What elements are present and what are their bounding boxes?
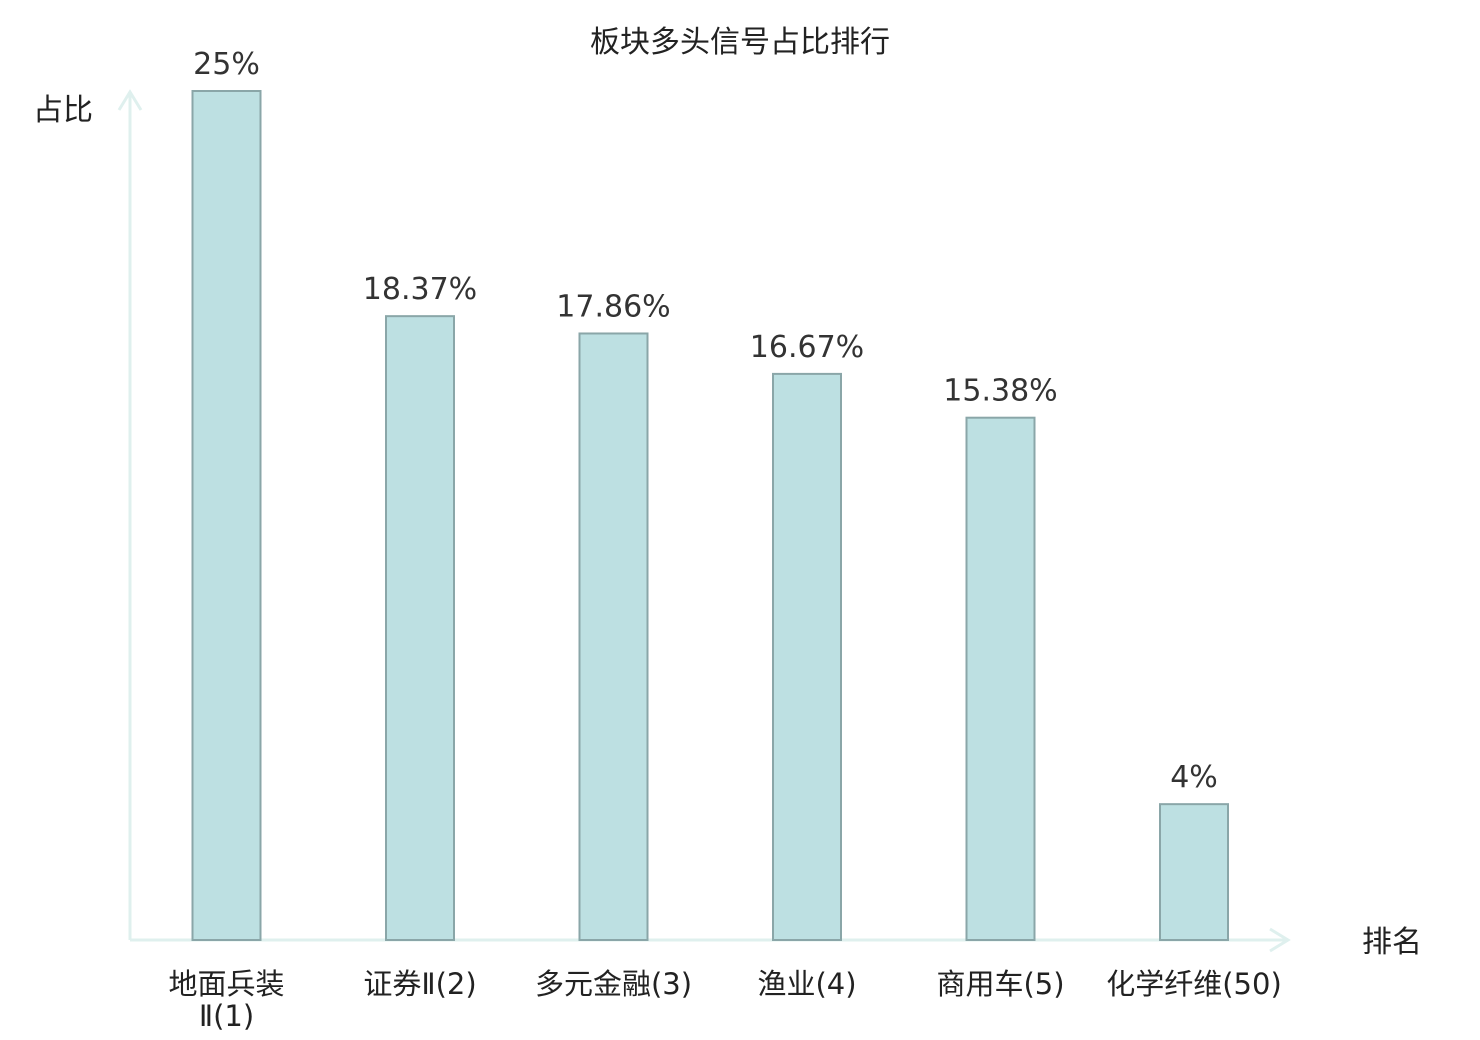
x-axis bbox=[130, 927, 1291, 953]
category-label-3: 多元金融(3) bbox=[535, 967, 692, 1001]
category-labels: 地面兵装 Ⅱ(1) 证券Ⅱ(2) 多元金融(3) 渔业(4) 商用车(5) 化学纤维(50) bbox=[168, 967, 1281, 1033]
category-label-5: 商用车(5) bbox=[936, 967, 1064, 1001]
value-labels: 25% 18.37% 17.86% 16.67% 15.38% 4% bbox=[193, 47, 1218, 795]
y-axis-label: 占比 bbox=[33, 93, 93, 128]
bar-series bbox=[191, 90, 1229, 942]
bar-3 bbox=[578, 332, 649, 941]
x-axis-label: 排名 bbox=[1362, 925, 1422, 960]
value-label-5: 15.38% bbox=[943, 374, 1057, 409]
y-axis bbox=[117, 89, 143, 940]
value-label-4: 16.67% bbox=[750, 330, 864, 365]
value-label-2: 18.37% bbox=[363, 272, 477, 307]
bar-5 bbox=[965, 416, 1036, 941]
chart-title: 板块多头信号占比排行 bbox=[590, 25, 890, 60]
bar-4 bbox=[772, 372, 842, 942]
value-label-6: 4% bbox=[1170, 760, 1218, 795]
category-label-4: 渔业(4) bbox=[757, 967, 856, 1001]
bar-2 bbox=[385, 315, 455, 941]
value-label-3: 17.86% bbox=[556, 289, 670, 324]
category-label-2: 证券Ⅱ(2) bbox=[363, 967, 476, 1001]
value-label-1: 25% bbox=[193, 47, 260, 82]
category-label-6: 化学纤维(50) bbox=[1106, 967, 1282, 1001]
category-label-1: 地面兵装 Ⅱ(1) bbox=[168, 967, 284, 1033]
bar-1 bbox=[191, 90, 262, 941]
bar-6 bbox=[1159, 803, 1229, 941]
